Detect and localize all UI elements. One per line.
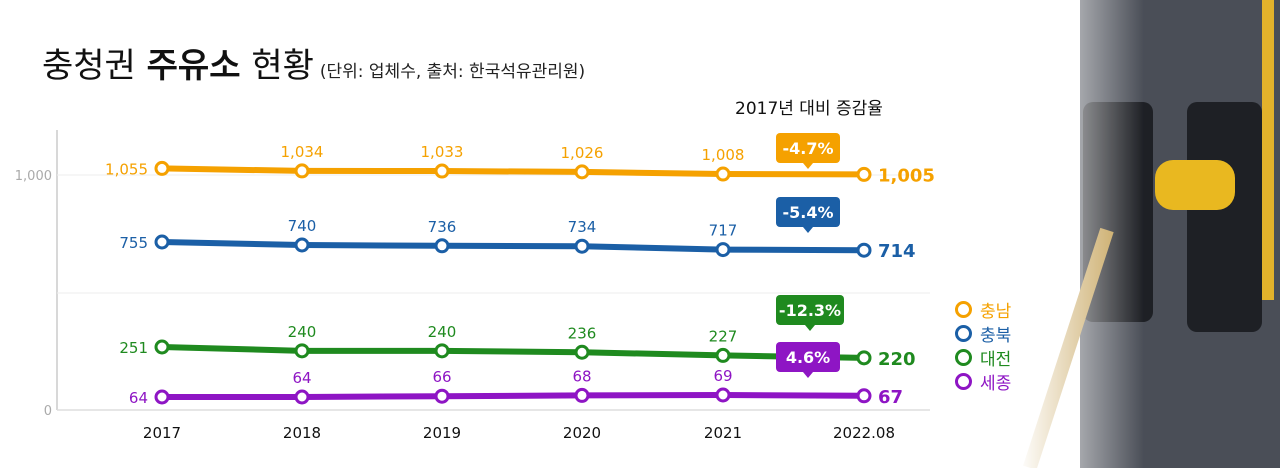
data-label: 755 [119,234,148,252]
series-line-충남 [161,165,865,178]
legend-label: 대전 [980,349,1012,370]
data-point [856,388,872,404]
change-badge-pointer [803,163,813,169]
change-value: -4.7% [782,139,833,158]
data-label: 240 [288,323,317,341]
series-line-충북 [161,239,865,254]
change-badge [776,133,840,163]
x-tick-label: 2021 [704,424,742,442]
change-value: -12.3% [779,301,841,320]
data-point [856,242,872,258]
data-point [154,389,170,405]
series-line-세종 [162,391,865,400]
data-label: 734 [568,218,597,236]
data-label: 1,005 [878,165,935,186]
x-tick-label: 2017 [143,424,181,442]
data-label: 1,033 [421,143,464,161]
data-label: 64 [129,389,148,407]
comparison-label: 2017년 대비 증감율 [735,99,883,119]
data-label: 69 [713,367,732,385]
change-value: -5.4% [782,203,833,222]
data-label: 1,034 [281,143,324,161]
data-point [574,344,590,360]
x-tick-label: 2019 [423,424,461,442]
y-tick-label: 1,000 [15,169,52,184]
data-point [294,343,310,359]
change-badge [776,197,840,227]
legend-item: 충북 [955,321,1012,346]
change-badge-pointer [803,372,813,378]
y-tick-label: 0 [44,404,52,419]
data-point [434,388,450,404]
data-point [434,343,450,359]
data-point [715,387,731,403]
data-label: 66 [432,368,451,386]
data-label: 736 [428,218,457,236]
data-label: 240 [428,323,457,341]
legend-circle-icon [955,372,972,390]
change-badge [776,295,844,325]
data-label: 1,026 [561,144,604,162]
data-point [434,238,450,254]
series-line-대전 [161,344,865,361]
data-label: 220 [878,349,916,370]
change-value: 4.6% [786,348,830,367]
data-point [715,166,731,182]
data-label: 227 [709,327,738,345]
data-point [434,163,450,179]
data-label: 717 [709,222,738,240]
data-point [715,242,731,258]
x-tick-label: 2020 [563,424,601,442]
chart-title: 충청권 주유소 현황 (단위: 업체수, 출처: 한국석유관리원) [42,46,586,86]
data-point [154,234,170,250]
legend-item: 충남 [955,297,1012,322]
legend-label: 충남 [980,301,1012,322]
data-point [574,164,590,180]
data-point [154,339,170,355]
change-badge-pointer [803,227,813,233]
data-point [294,237,310,253]
data-label: 67 [878,387,903,408]
data-label: 740 [288,217,317,235]
legend-label: 세종 [980,373,1012,394]
x-tick-label: 2022.08 [833,424,895,442]
data-label: 1,008 [702,146,745,164]
data-label: 64 [292,369,311,387]
legend-item: 세종 [955,369,1012,394]
data-point [574,387,590,403]
data-point [715,347,731,363]
change-badge-pointer [805,325,815,331]
data-label: 251 [119,339,148,357]
data-point [294,389,310,405]
data-point [856,166,872,182]
data-label: 1,055 [105,160,148,178]
legend-item: 대전 [955,345,1012,370]
legend-label: 충북 [980,325,1012,346]
legend-circle-icon [955,324,972,342]
data-label: 68 [572,367,591,385]
change-badge [776,342,840,372]
legend-circle-icon [955,348,972,366]
line-chart: 1,000 0 2017 2018 2019 2020 2021 2022.08 1,055 1,… [15,130,935,442]
subtitle: (단위: 업체수, 출처: 한국석유관리원) [319,62,586,82]
data-label: 714 [878,241,916,262]
data-point [856,350,872,366]
gas-pump-photo [940,0,1280,468]
data-point [574,238,590,254]
legend-circle-icon [955,300,972,318]
x-tick-label: 2018 [283,424,321,442]
data-point [294,163,310,179]
data-point [154,160,170,176]
data-label: 236 [568,324,597,342]
